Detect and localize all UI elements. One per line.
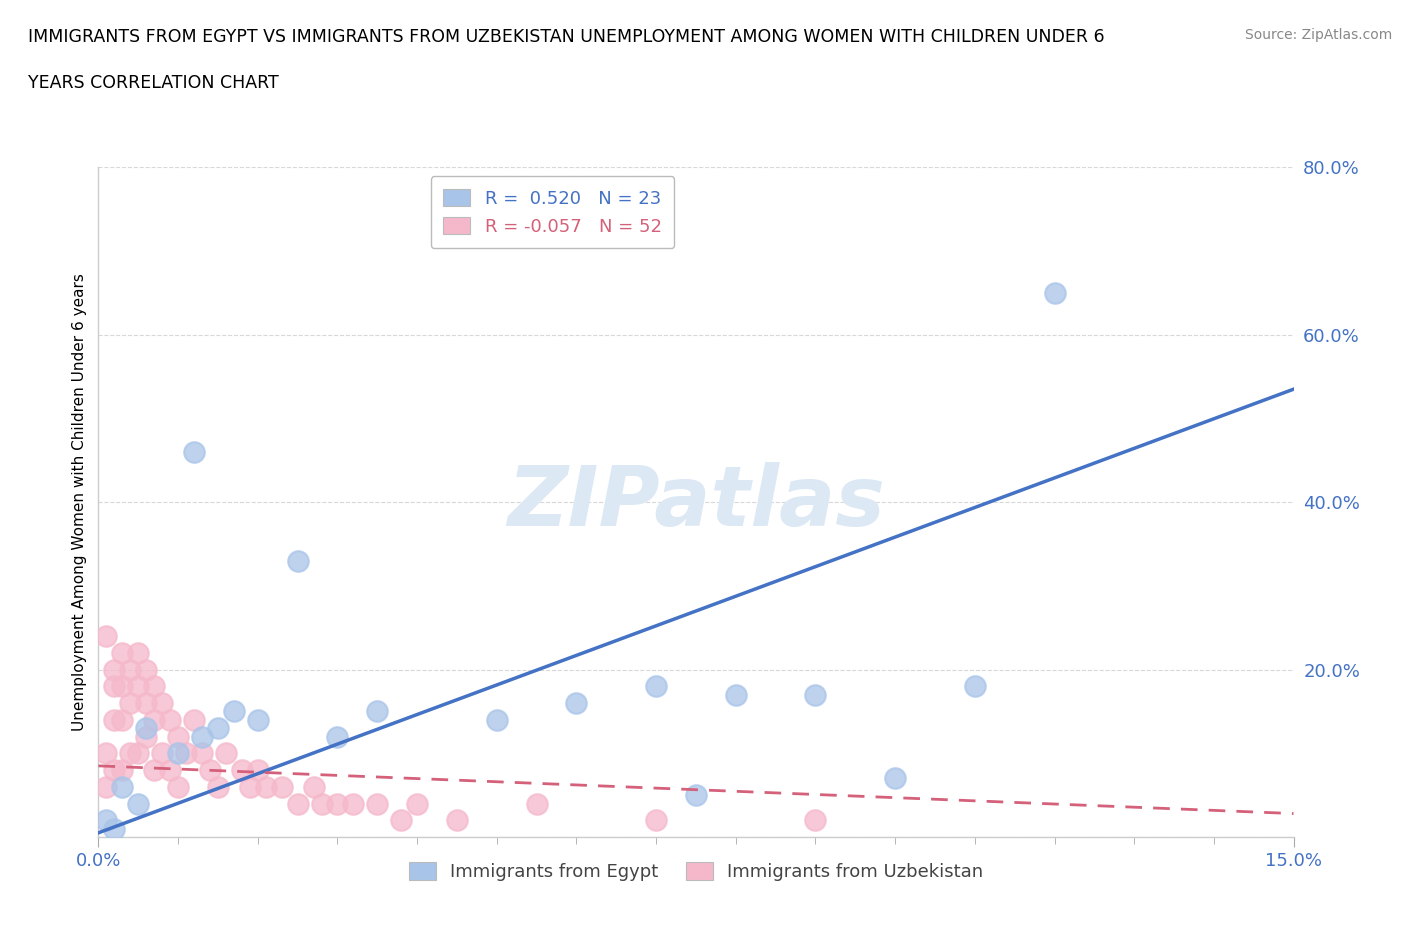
Point — [239, 779, 262, 794]
Point — [804, 813, 827, 828]
Point — [103, 821, 125, 836]
Y-axis label: Unemployment Among Women with Children Under 6 years: Unemployment Among Women with Children U… — [72, 273, 87, 731]
Point — [111, 645, 134, 660]
Point — [96, 629, 118, 644]
Point — [96, 746, 118, 761]
Point — [222, 704, 245, 719]
Point — [311, 796, 333, 811]
Point — [215, 746, 238, 761]
Point — [120, 746, 142, 761]
Point — [231, 763, 253, 777]
Point — [159, 763, 181, 777]
Point — [135, 662, 157, 677]
Point — [526, 796, 548, 811]
Point — [804, 687, 827, 702]
Point — [207, 779, 229, 794]
Point — [270, 779, 292, 794]
Point — [127, 645, 149, 660]
Point — [103, 662, 125, 677]
Point — [326, 729, 349, 744]
Point — [135, 729, 157, 744]
Point — [565, 696, 588, 711]
Point — [645, 813, 668, 828]
Legend: Immigrants from Egypt, Immigrants from Uzbekistan: Immigrants from Egypt, Immigrants from U… — [402, 855, 990, 888]
Point — [389, 813, 412, 828]
Point — [246, 763, 269, 777]
Text: ZIPatlas: ZIPatlas — [508, 461, 884, 543]
Point — [191, 746, 214, 761]
Point — [167, 729, 190, 744]
Point — [103, 763, 125, 777]
Point — [884, 771, 907, 786]
Point — [111, 712, 134, 727]
Text: YEARS CORRELATION CHART: YEARS CORRELATION CHART — [28, 74, 278, 92]
Point — [96, 779, 118, 794]
Point — [143, 763, 166, 777]
Point — [685, 788, 707, 803]
Point — [191, 729, 214, 744]
Point — [127, 679, 149, 694]
Point — [246, 712, 269, 727]
Point — [167, 746, 190, 761]
Point — [645, 679, 668, 694]
Point — [342, 796, 364, 811]
Point — [485, 712, 508, 727]
Text: IMMIGRANTS FROM EGYPT VS IMMIGRANTS FROM UZBEKISTAN UNEMPLOYMENT AMONG WOMEN WIT: IMMIGRANTS FROM EGYPT VS IMMIGRANTS FROM… — [28, 28, 1105, 46]
Point — [96, 813, 118, 828]
Point — [963, 679, 986, 694]
Point — [103, 679, 125, 694]
Point — [150, 696, 173, 711]
Point — [326, 796, 349, 811]
Point — [302, 779, 325, 794]
Point — [446, 813, 468, 828]
Point — [183, 445, 205, 459]
Point — [207, 721, 229, 736]
Point — [111, 679, 134, 694]
Point — [159, 712, 181, 727]
Point — [135, 696, 157, 711]
Point — [135, 721, 157, 736]
Point — [724, 687, 747, 702]
Point — [120, 696, 142, 711]
Point — [167, 779, 190, 794]
Point — [120, 662, 142, 677]
Point — [127, 796, 149, 811]
Point — [366, 796, 388, 811]
Point — [198, 763, 221, 777]
Point — [183, 712, 205, 727]
Point — [406, 796, 429, 811]
Point — [143, 712, 166, 727]
Text: Source: ZipAtlas.com: Source: ZipAtlas.com — [1244, 28, 1392, 42]
Point — [174, 746, 197, 761]
Point — [287, 796, 309, 811]
Point — [111, 779, 134, 794]
Point — [287, 553, 309, 568]
Point — [1043, 286, 1066, 300]
Point — [111, 763, 134, 777]
Point — [366, 704, 388, 719]
Point — [103, 712, 125, 727]
Point — [143, 679, 166, 694]
Point — [150, 746, 173, 761]
Point — [127, 746, 149, 761]
Point — [254, 779, 277, 794]
